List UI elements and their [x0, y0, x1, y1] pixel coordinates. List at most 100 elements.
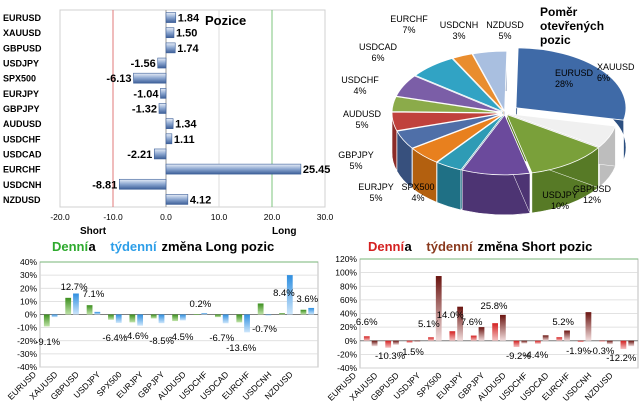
data-label: 5.1%	[418, 319, 440, 330]
daily-bar	[150, 314, 157, 319]
category-label: USDCNH	[3, 180, 42, 190]
y-tick-label: 40%	[340, 309, 357, 319]
pie-percent: 28%	[555, 79, 573, 89]
y-tick-label: 0%	[345, 336, 358, 346]
data-label: 14.0%	[437, 310, 464, 321]
y-tick-label: 30%	[20, 270, 37, 280]
category-label: GBPUSD	[3, 43, 42, 53]
position-bar	[165, 133, 173, 145]
daily-bar	[385, 340, 392, 348]
daily-bar	[363, 336, 370, 341]
position-bar	[119, 178, 167, 190]
daily-bar	[86, 305, 93, 315]
daily-bar	[470, 335, 477, 341]
weekly-bar	[286, 275, 293, 315]
category-label: EURCHF	[3, 165, 41, 175]
positions-bar-chart: -20.0 -10.0 0.0 10.0 20.0 30.0 EURUSD 1.84 XAUUS…	[3, 9, 334, 237]
weekly-bar	[564, 330, 570, 341]
data-label: 12.7%	[61, 282, 88, 293]
pie-slice	[507, 113, 616, 148]
pie-percent: 7%	[402, 25, 415, 35]
pie-percent: 5%	[498, 31, 511, 41]
chart-title: Poměr	[540, 5, 578, 19]
position-bar	[158, 103, 167, 114]
pie-label: USDCHF	[341, 75, 379, 85]
daily-bar	[300, 309, 307, 315]
pie-percent: 5%	[355, 120, 368, 130]
position-bar	[157, 57, 167, 69]
value-label: 1.84	[178, 13, 200, 25]
pie-slice	[411, 113, 504, 163]
data-label: 3.6%	[296, 294, 318, 305]
pie-slice	[391, 111, 503, 132]
data-label: -4.6%	[124, 331, 149, 342]
pie-slice	[472, 50, 508, 113]
pie-label: EURCHF	[390, 14, 428, 24]
chart-title-part: a	[405, 239, 413, 254]
data-label: -4.4%	[523, 350, 548, 361]
weekly-bar	[606, 340, 613, 345]
pie-percent: 6%	[371, 53, 384, 63]
pie-label: EURUSD	[555, 68, 594, 78]
value-label: -1.32	[132, 104, 157, 116]
data-label: 5.2%	[552, 317, 574, 328]
chart-title-part: Denní	[52, 239, 89, 254]
pie-slice	[396, 113, 503, 149]
position-bar	[165, 12, 177, 23]
pie-percent: 4%	[411, 193, 424, 203]
data-label: -9.2%	[506, 351, 531, 362]
pie-label: NZDUSD	[486, 20, 524, 30]
short-annotation: Short	[80, 226, 107, 237]
weekly-bar	[201, 313, 208, 315]
value-label: -1.04	[133, 88, 159, 100]
data-label: -0.7%	[252, 324, 277, 335]
pie-slice	[461, 114, 531, 176]
position-bar	[165, 194, 189, 205]
daily-bar	[428, 337, 434, 341]
pie-label: XAUUSD	[597, 62, 635, 72]
position-bar	[165, 163, 302, 175]
value-label: -2.21	[127, 149, 152, 161]
weekly-bar	[521, 340, 528, 344]
position-bar	[165, 42, 176, 54]
position-bar	[153, 148, 167, 160]
value-label: 25.45	[303, 164, 331, 176]
category-label: USDCHF	[3, 134, 41, 144]
pie-slice	[505, 113, 600, 174]
daily-bar	[599, 340, 605, 342]
weekly-bar	[542, 335, 549, 341]
open-positions-pie-chart: EURUSD28%XAUUSD6%GBPUSD12%USDJPY10%SPX50…	[338, 5, 635, 216]
y-tick-label: 40%	[20, 257, 37, 267]
pie-label: EURJPY	[358, 182, 394, 192]
value-label: 1.34	[175, 119, 197, 131]
weekly-bar	[115, 314, 122, 323]
y-tick-label: -20%	[337, 349, 357, 359]
weekly-bar	[265, 314, 272, 316]
x-tick-label: 0.0	[160, 212, 172, 222]
daily-bar	[279, 313, 285, 315]
pie-label: USDJPY	[542, 190, 578, 200]
value-label: 1.50	[176, 28, 197, 40]
daily-bar	[492, 323, 498, 341]
pie-percent: 3%	[452, 31, 465, 41]
position-bar	[133, 72, 167, 84]
pie-percent: 4%	[353, 86, 366, 96]
y-tick-label: -40%	[17, 362, 37, 372]
category-label: USDJPY	[3, 59, 39, 69]
data-label: -6.7%	[209, 333, 234, 344]
data-label: -0.3%	[590, 346, 615, 357]
long-change-bar-chart: Denní a týdenní změna Long pozic 40% 30% 20…	[6, 239, 319, 402]
data-label: 8.4%	[273, 288, 295, 299]
data-label: -12.2%	[606, 353, 637, 364]
chart-title-part: Denní	[368, 239, 405, 254]
y-tick-label: 120%	[335, 254, 357, 264]
daily-bar	[108, 314, 114, 320]
chart-title-part: změna Long pozic	[162, 239, 275, 254]
category-label: SPX500	[3, 74, 36, 84]
long-annotation: Long	[272, 226, 296, 237]
weekly-bar	[393, 340, 399, 345]
short-change-bar-chart: Denní a týdenní změna Short pozic 120% 100…	[326, 239, 639, 403]
daily-bar	[214, 314, 221, 318]
daily-bar	[65, 297, 72, 315]
